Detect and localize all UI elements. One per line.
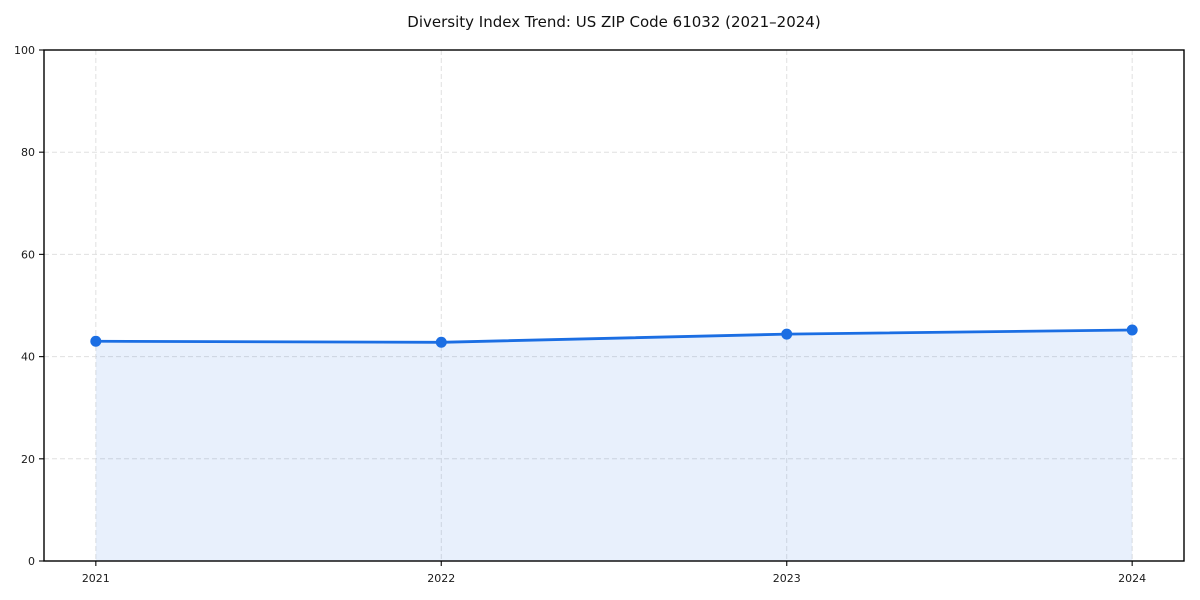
data-point bbox=[435, 336, 447, 348]
data-point bbox=[781, 328, 793, 340]
x-tick-label: 2024 bbox=[1118, 572, 1146, 585]
plot-border bbox=[43, 49, 1185, 562]
area-fill bbox=[95, 330, 1133, 561]
y-tick-label: 60 bbox=[21, 248, 35, 261]
data-points bbox=[90, 324, 1138, 348]
y-tick-label: 40 bbox=[21, 351, 35, 364]
x-tick-label: 2022 bbox=[427, 572, 455, 585]
chart-title: Diversity Index Trend: US ZIP Code 61032… bbox=[407, 13, 821, 31]
y-tick-label: 20 bbox=[21, 453, 35, 466]
y-tick-label: 80 bbox=[21, 146, 35, 159]
x-tick-label: 2023 bbox=[773, 572, 801, 585]
y-tick-label: 0 bbox=[28, 555, 35, 568]
axis-ticks: 0 20 40 60 80 100 2021 2022 2023 2024 bbox=[14, 44, 1146, 585]
y-tick-label: 100 bbox=[14, 44, 35, 57]
x-tick-label: 2021 bbox=[82, 572, 110, 585]
trend-line bbox=[94, 328, 1134, 344]
data-point bbox=[1126, 324, 1138, 336]
data-point bbox=[90, 335, 102, 347]
